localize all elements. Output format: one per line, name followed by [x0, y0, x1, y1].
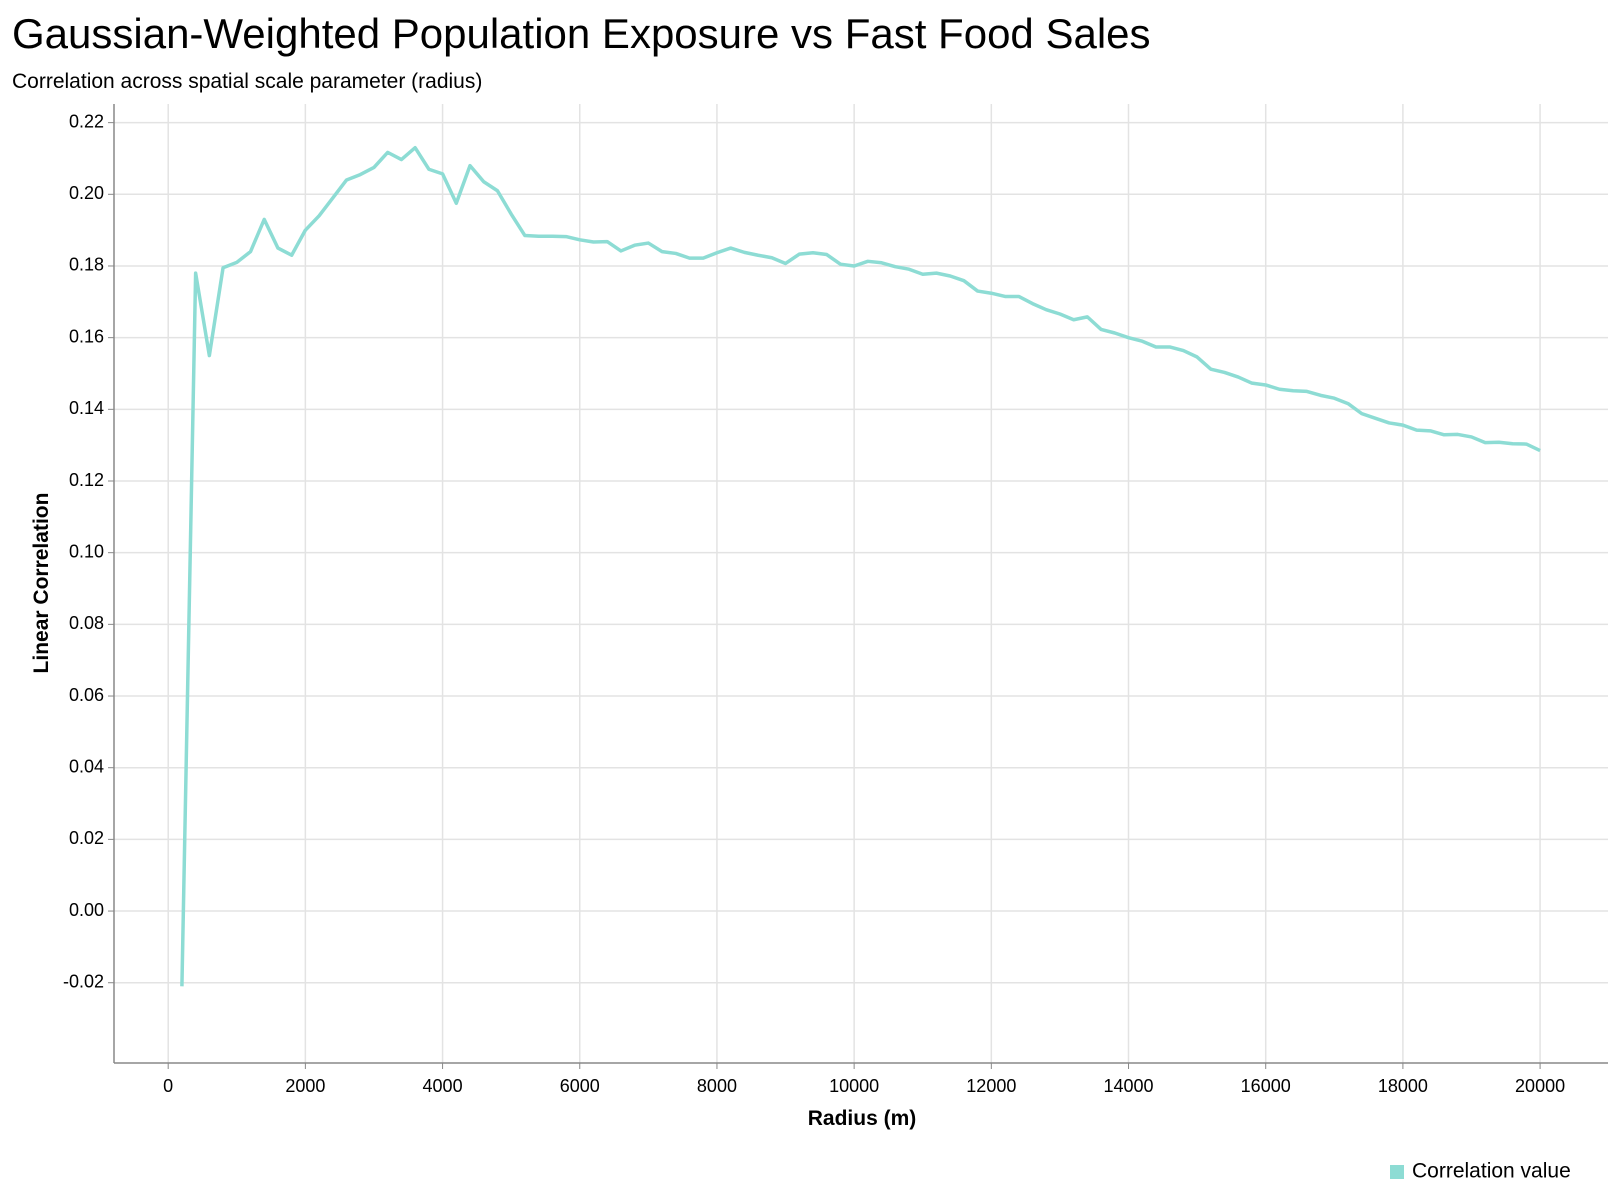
y-tick-label: 0.12 — [69, 470, 104, 490]
y-tick-label: 0.02 — [69, 828, 104, 848]
x-tick-label: 6000 — [560, 1076, 600, 1096]
x-tick-label: 4000 — [423, 1076, 463, 1096]
legend-swatch — [1390, 1165, 1404, 1179]
chart-title: Gaussian-Weighted Population Exposure vs… — [12, 10, 1151, 57]
y-tick-label: 0.22 — [69, 111, 104, 131]
y-tick-label: 0.06 — [69, 685, 104, 705]
x-tick-label: 8000 — [697, 1076, 737, 1096]
y-tick-label: 0.16 — [69, 326, 104, 346]
y-tick-label: 0.20 — [69, 183, 104, 203]
y-tick-label: 0.00 — [69, 900, 104, 920]
x-tick-label: 18000 — [1378, 1076, 1428, 1096]
y-tick-label: 0.18 — [69, 255, 104, 275]
x-tick-label: 14000 — [1103, 1076, 1153, 1096]
x-axis-label: Radius (m) — [808, 1107, 917, 1130]
y-tick-label: -0.02 — [63, 971, 104, 991]
chart-subtitle: Correlation across spatial scale paramet… — [12, 70, 482, 93]
x-tick-label: 10000 — [829, 1076, 879, 1096]
x-tick-label: 12000 — [966, 1076, 1016, 1096]
y-axis-label: Linear Correlation — [30, 493, 53, 674]
y-tick-label: 0.08 — [69, 613, 104, 633]
y-tick-label: 0.04 — [69, 756, 104, 776]
x-tick-label: 16000 — [1241, 1076, 1291, 1096]
x-tick-label: 20000 — [1515, 1076, 1565, 1096]
y-tick-label: 0.10 — [69, 541, 104, 561]
x-tick-label: 2000 — [285, 1076, 325, 1096]
y-tick-label: 0.14 — [69, 398, 104, 418]
data-line — [180, 145, 1541, 987]
legend-label: Correlation value — [1412, 1160, 1571, 1183]
x-tick-label: 0 — [163, 1076, 173, 1096]
